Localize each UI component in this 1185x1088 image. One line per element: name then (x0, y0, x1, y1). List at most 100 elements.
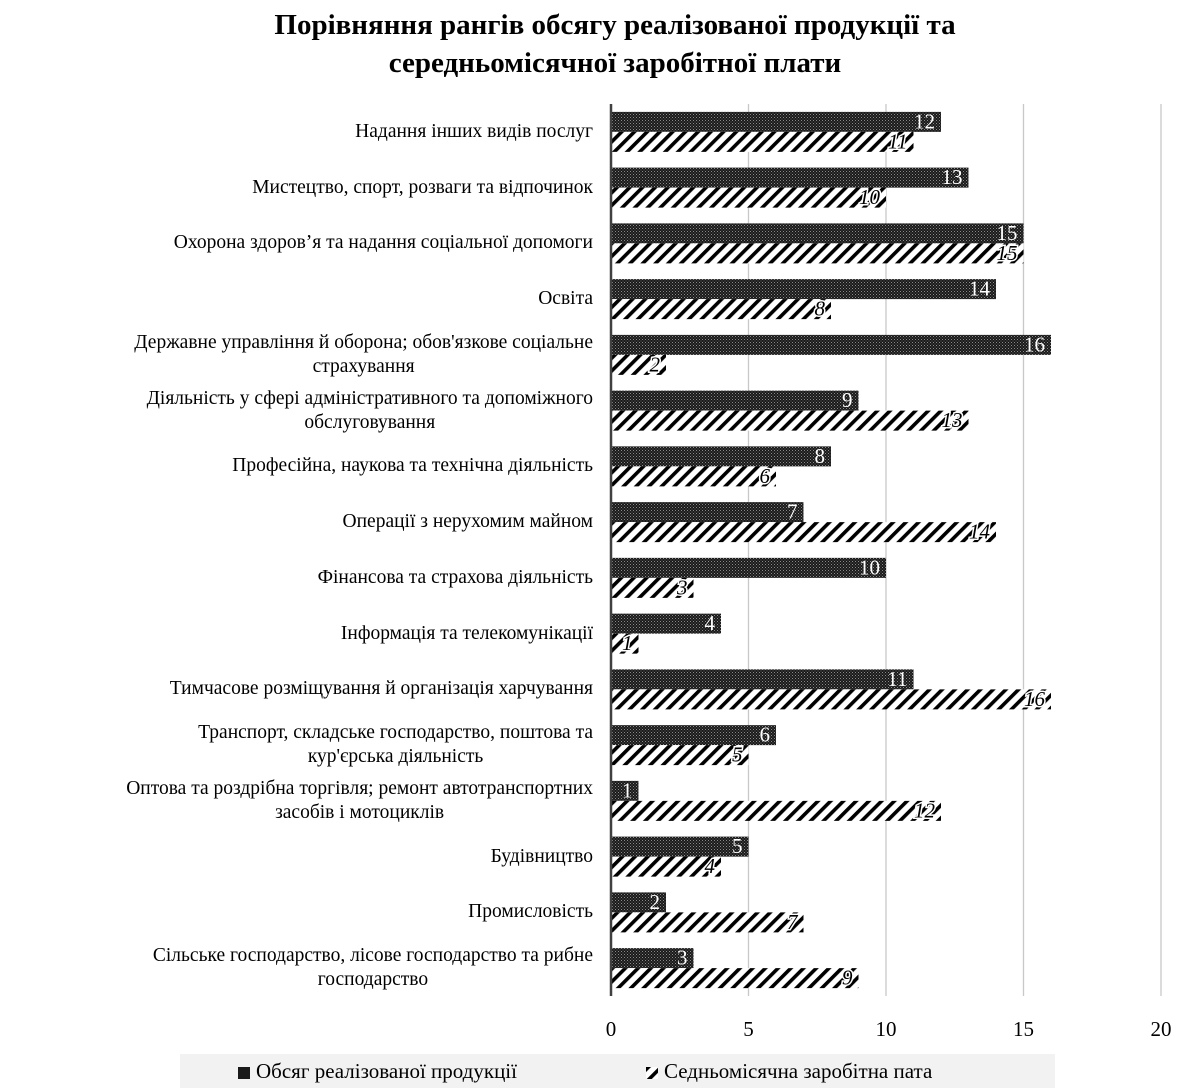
data-label-series-1: 3 (677, 946, 688, 970)
data-label-series-1: 14 (969, 277, 991, 301)
data-label-series-1: 11 (887, 667, 907, 691)
data-label-series-1: 13 (942, 165, 963, 189)
dotted-square-icon (238, 1067, 250, 1080)
bar-series-2 (611, 187, 886, 208)
category-label-line: Освіта (538, 288, 593, 310)
category-label-line: Інформація та телекомунікації (340, 622, 593, 644)
category-label-line: Операції з нерухомим майном (342, 511, 593, 533)
data-label-series-2: 13 (942, 408, 963, 432)
category-label: Будівництво (491, 845, 593, 869)
bar-series-2 (611, 968, 859, 989)
bar-series-1 (611, 892, 666, 913)
data-label-series-2: 10 (859, 185, 881, 209)
category-label-line: Транспорт, складське господарство, пошто… (198, 722, 593, 744)
bar-series-1 (611, 279, 996, 300)
category-label: Охорона здоров’я та надання соціальної д… (174, 231, 593, 255)
bar-series-2 (611, 633, 639, 654)
legend: Обсяг реалізованої продукції Седньомісяч… (180, 1054, 1055, 1088)
bar-series-2 (611, 856, 721, 877)
category-label-line: Надання інших видів послуг (355, 120, 593, 142)
data-label-series-1: 2 (650, 890, 661, 914)
bar-series-2 (611, 354, 666, 375)
category-label: Фінансова та страхова діяльність (318, 566, 593, 590)
category-label: Освіта (538, 287, 593, 311)
bar-series-1 (611, 502, 804, 523)
category-label-line: Мистецтво, спорт, розваги та відпочинок (252, 176, 593, 198)
hatch-square-icon (646, 1067, 658, 1080)
data-label-series-1: 7 (787, 500, 798, 524)
bar-series-2 (611, 800, 941, 821)
category-label: Мистецтво, спорт, розваги та відпочинок (252, 176, 593, 200)
bar-series-1 (611, 111, 941, 132)
data-label-series-1: 16 (1024, 332, 1045, 356)
category-label: Діяльність у сфері адміністративного та … (147, 387, 593, 435)
bar-series-2 (611, 745, 749, 766)
bar-series-2 (611, 466, 776, 487)
category-label-line: Промисловість (468, 901, 593, 923)
data-label-series-1: 8 (815, 444, 826, 468)
data-label-series-2: 15 (997, 241, 1018, 265)
x-tick-label: 15 (1013, 1017, 1034, 1041)
category-label-line: Сільське господарство, лісове господарст… (152, 945, 593, 967)
chart-title: Порівняння рангів обсягу реалізованої пр… (0, 6, 1185, 82)
bar-series-1 (611, 948, 694, 969)
bar-series-1 (611, 836, 749, 857)
data-label-series-2: 9 (842, 966, 853, 990)
data-label-series-2: 2 (650, 352, 661, 376)
category-label-line: кур'єрська діяльність (307, 746, 484, 768)
category-label-line: засобів і мотоциклів (275, 801, 445, 823)
bar-series-1 (611, 223, 1024, 244)
bar-series-1 (611, 334, 1051, 355)
category-label: Операції з нерухомим майном (343, 510, 593, 534)
x-tick-label: 0 (606, 1017, 617, 1041)
legend-item-series-1: Обсяг реалізованої продукції (238, 1054, 517, 1088)
bar-series-1 (611, 167, 969, 188)
x-tick-label: 5 (743, 1017, 754, 1041)
legend-item-series-2: Седньомісячна заробітна пата (646, 1054, 932, 1088)
data-label-series-1: 6 (760, 723, 771, 747)
bar-series-2 (611, 131, 914, 152)
category-label-line: Фінансова та страхова діяльність (317, 566, 593, 588)
data-label-series-2: 14 (969, 520, 991, 544)
bar-series-1 (611, 613, 721, 634)
category-label: Інформація та телекомунікації (341, 622, 593, 646)
category-label: Тимчасове розміщування й організація хар… (170, 677, 593, 701)
bar-series-1 (611, 669, 914, 690)
data-label-series-1: 4 (705, 611, 716, 635)
chart-title-line-1: Порівняння рангів обсягу реалізованої пр… (274, 9, 956, 41)
data-label-series-1: 1 (622, 778, 633, 802)
bar-series-1 (611, 725, 776, 746)
category-label: Надання інших видів послуг (355, 120, 593, 144)
bar-series-1 (611, 390, 859, 411)
category-label-line: господарство (317, 969, 429, 991)
category-label-line: Оптова та роздрібна торгівля; ремонт авт… (126, 777, 593, 799)
data-label-series-1: 15 (997, 221, 1018, 245)
bar-series-2 (611, 299, 831, 320)
data-label-series-1: 9 (842, 388, 853, 412)
category-label-line: Професійна, наукова та технічна діяльніс… (232, 455, 593, 477)
data-label-series-1: 5 (732, 834, 743, 858)
legend-label-series-2: Седньомісячна заробітна пата (664, 1059, 933, 1083)
category-label-line: обслуговування (304, 411, 436, 433)
data-label-series-2: 7 (787, 910, 799, 934)
data-label-series-1: 10 (859, 555, 880, 579)
x-tick-label: 10 (876, 1017, 897, 1041)
chart-title-line-2: середньомісячної заробітної плати (388, 47, 842, 79)
bar-series-2 (611, 577, 694, 598)
data-label-series-2: 16 (1024, 687, 1046, 711)
bar-series-1 (611, 780, 639, 801)
category-label-line: Державне управління й оборона; обов'язко… (134, 331, 593, 353)
data-label-series-2: 6 (760, 464, 771, 488)
data-label-series-2: 5 (732, 743, 743, 767)
data-label-series-1: 12 (914, 109, 935, 133)
data-label-series-2: 12 (914, 798, 936, 822)
bar-series-2 (611, 689, 1051, 710)
category-label: Оптова та роздрібна торгівля; ремонт авт… (126, 777, 593, 825)
bar-series-2 (611, 912, 804, 933)
category-label-line: Тимчасове розміщування й організація хар… (169, 678, 593, 700)
category-label: Транспорт, складське господарство, пошто… (198, 721, 593, 769)
category-label-line: Діяльність у сфері адміністративного та … (146, 387, 593, 409)
data-label-series-2: 3 (676, 575, 688, 599)
data-label-series-2: 8 (815, 297, 826, 321)
